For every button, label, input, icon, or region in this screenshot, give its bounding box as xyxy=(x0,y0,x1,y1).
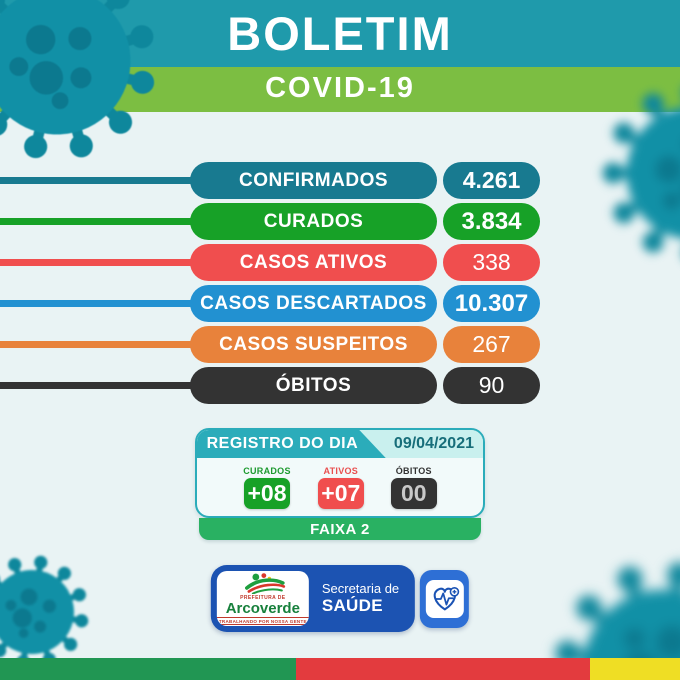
stat-label: CASOS ATIVOS xyxy=(190,244,437,281)
stat-row-casos-ativos: CASOS ATIVOS 338 xyxy=(0,244,680,281)
daily-obitos-label: ÓBITOS xyxy=(395,465,432,476)
logo-arcoverde-text: Arcoverde xyxy=(225,600,300,617)
faixa-band: FAIXA 2 xyxy=(199,518,481,540)
daily-register-values: CURADOS +08 ATIVOS +07 ÓBITOS 00 xyxy=(197,458,483,516)
stat-row-obitos: ÓBITOS 90 xyxy=(0,367,680,404)
secretaria-line2: SAÚDE xyxy=(321,596,383,615)
stat-value: 10.307 xyxy=(443,285,540,322)
daily-ativos-label: ATIVOS xyxy=(323,465,359,476)
connector-line xyxy=(0,382,212,389)
stat-label: CONFIRMADOS xyxy=(190,162,437,199)
daily-register-card: REGISTRO DO DIA 09/04/2021 CURADOS +08 A… xyxy=(195,428,485,540)
stat-row-curados: CURADOS 3.834 xyxy=(0,203,680,240)
daily-register-body: REGISTRO DO DIA 09/04/2021 CURADOS +08 A… xyxy=(195,428,485,518)
secretaria-saude-banner: PREFEITURA DE Arcoverde TRABALHANDO POR … xyxy=(210,565,416,632)
stat-value: 3.834 xyxy=(443,203,540,240)
stat-value: 90 xyxy=(443,367,540,404)
page-subtitle: COVID-19 xyxy=(265,72,415,104)
stat-value: 267 xyxy=(443,326,540,363)
arcoverde-logo: PREFEITURA DE Arcoverde TRABALHANDO POR … xyxy=(216,571,309,626)
connector-line xyxy=(0,177,212,184)
virus-icon xyxy=(516,523,680,680)
heart-pulse-icon xyxy=(425,579,464,618)
secretaria-line1: Secretaria de xyxy=(321,581,400,596)
connector-line xyxy=(0,218,212,225)
logo-slogan-text: TRABALHANDO POR NOSSA GENTE xyxy=(216,617,309,625)
stat-row-casos-suspeitos: CASOS SUSPEITOS 267 xyxy=(0,326,680,363)
health-icon-box xyxy=(420,569,470,628)
logo-prefeitura-text: PREFEITURA DE xyxy=(240,595,286,601)
stat-label: CASOS SUSPEITOS xyxy=(190,326,437,363)
stat-label: CASOS DESCARTADOS xyxy=(190,285,437,322)
daily-obitos-value: 00 xyxy=(390,477,437,509)
secretaria-text: Secretaria de SAÚDE xyxy=(309,581,399,616)
daily-obitos: ÓBITOS 00 xyxy=(390,465,437,509)
bottom-stripe xyxy=(0,658,680,680)
connector-line xyxy=(0,259,212,266)
daily-register-title: REGISTRO DO DIA xyxy=(197,430,386,458)
daily-register-date: 09/04/2021 xyxy=(393,435,474,452)
daily-ativos: ATIVOS +07 xyxy=(317,465,364,509)
stats-list: CONFIRMADOS 4.261 CURADOS 3.834 CASOS AT… xyxy=(0,162,680,408)
daily-ativos-value: +07 xyxy=(317,477,364,509)
page-title: BOLETIM xyxy=(227,7,453,60)
footer: PREFEITURA DE Arcoverde TRABALHANDO POR … xyxy=(210,565,470,632)
daily-register-header: REGISTRO DO DIA 09/04/2021 xyxy=(197,430,483,458)
stat-row-casos-descartados: CASOS DESCARTADOS 10.307 xyxy=(0,285,680,322)
stat-row-confirmados: CONFIRMADOS 4.261 xyxy=(0,162,680,199)
connector-line xyxy=(0,300,212,307)
daily-curados-label: CURADOS xyxy=(243,465,291,476)
stripe-green-segment xyxy=(0,658,296,680)
daily-curados: CURADOS +08 xyxy=(243,466,291,509)
arcoverde-logo-mark xyxy=(245,573,286,594)
stripe-yellow-segment xyxy=(590,658,680,680)
stat-value: 338 xyxy=(443,244,540,281)
stripe-red-segment xyxy=(296,658,590,680)
stat-label: CURADOS xyxy=(190,203,437,240)
stat-label: ÓBITOS xyxy=(190,367,437,404)
daily-curados-value: +08 xyxy=(243,477,290,509)
connector-line xyxy=(0,341,212,348)
stat-value: 4.261 xyxy=(443,162,540,199)
